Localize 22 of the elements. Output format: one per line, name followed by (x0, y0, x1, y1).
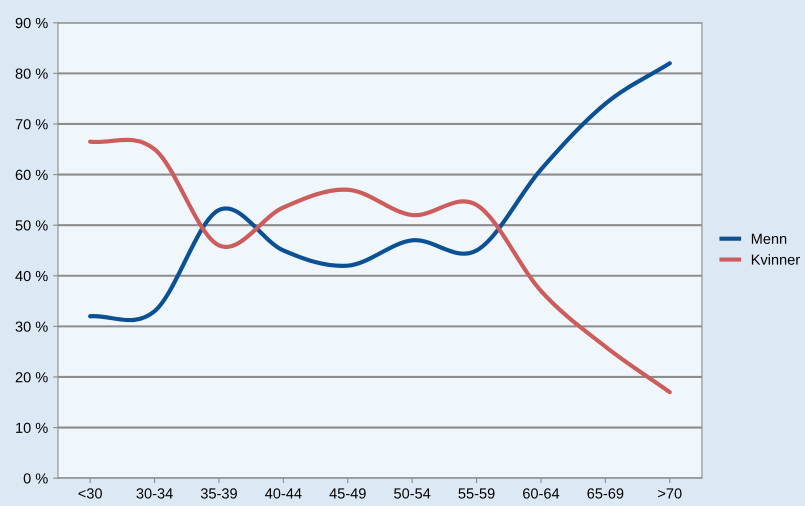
y-tick-label: 70 % (16, 119, 48, 130)
x-tick-label: <30 (78, 488, 102, 499)
y-tick-label: 0 % (24, 473, 48, 484)
x-tick-label: >70 (658, 488, 682, 499)
y-tick-label: 60 % (16, 170, 48, 180)
y-tick-label: 20 % (16, 372, 48, 382)
x-tick-label: 30-34 (136, 488, 173, 499)
y-tick-label: 10 % (16, 422, 48, 433)
y-tick-label: 40 % (15, 270, 48, 282)
x-tick-label: 35-39 (200, 488, 237, 499)
x-tick-label: 45-49 (329, 488, 366, 499)
y-tick-label: 50 % (16, 220, 48, 231)
x-tick-label: 55-59 (458, 488, 495, 499)
x-tick-label: 40-44 (265, 488, 302, 499)
legend-label: Menn (752, 234, 786, 244)
y-tick-label: 80 % (16, 68, 48, 79)
y-tick-label: 90 % (16, 18, 48, 28)
x-tick-label: 50-54 (394, 488, 430, 499)
y-tick-label: 30 % (16, 321, 48, 332)
legend-label: Kvinner (752, 254, 800, 265)
x-tick-label: 65-69 (587, 488, 624, 499)
x-tick-label: 60-64 (523, 488, 560, 499)
